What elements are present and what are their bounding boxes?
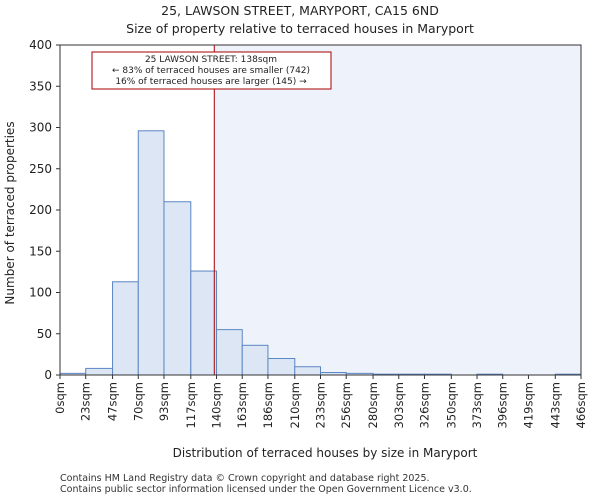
annotation-line3: 16% of terraced houses are larger (145) … <box>115 77 307 87</box>
x-tick-label: 186sqm <box>261 382 275 428</box>
x-tick-label: 373sqm <box>470 382 484 428</box>
y-tick-label: 0 <box>44 368 52 382</box>
x-tick-label: 466sqm <box>574 382 588 428</box>
bar-210sqm <box>294 366 321 376</box>
annotation-line1: 25 LAWSON STREET: 138sqm <box>145 55 277 65</box>
y-axis: 0 50 100 150 200 250 300 350 400 <box>29 38 60 382</box>
x-tick-label: 326sqm <box>417 382 431 428</box>
y-tick-label: 400 <box>29 38 52 52</box>
x-tick-label: 280sqm <box>366 382 380 428</box>
y-tick-label: 100 <box>29 286 52 300</box>
x-tick-label: 163sqm <box>235 382 249 428</box>
x-axis: 0sqm 23sqm 47sqm 70sqm 93sqm 117sqm 140sqm 163s… <box>53 375 588 428</box>
bar-70sqm <box>137 130 165 376</box>
x-tick-label: 140sqm <box>210 382 224 428</box>
x-tick-label: 350sqm <box>444 382 458 428</box>
bar-47sqm <box>112 281 139 376</box>
x-tick-label: 0sqm <box>53 382 67 414</box>
bar-117sqm <box>190 270 218 376</box>
x-tick-label: 303sqm <box>392 382 406 428</box>
x-tick-label: 256sqm <box>339 382 353 428</box>
chart-svg: 25, LAWSON STREET, MARYPORT, CA15 6ND Si… <box>3 3 588 460</box>
y-tick-label: 250 <box>29 162 52 176</box>
x-tick-label: 419sqm <box>521 382 535 428</box>
footer-line2: Contains public sector information licen… <box>60 484 472 495</box>
x-tick-label: 23sqm <box>79 382 93 421</box>
annotation-box: 25 LAWSON STREET: 138sqm ← 83% of terrac… <box>91 51 332 90</box>
y-tick-label: 50 <box>37 327 52 341</box>
y-tick-label: 150 <box>29 244 52 258</box>
x-tick-label: 233sqm <box>314 382 328 428</box>
bar-23sqm <box>85 367 114 376</box>
annotation-frame <box>91 51 332 90</box>
bar-186sqm <box>267 358 296 376</box>
footer-line1: Contains HM Land Registry data © Crown c… <box>60 473 430 484</box>
y-tick-label: 350 <box>29 79 52 93</box>
y-axis-label: Number of terraced properties <box>3 121 17 304</box>
x-tick-label: 117sqm <box>184 382 198 428</box>
highlight-region <box>214 45 582 375</box>
chart-title-line1: 25, LAWSON STREET, MARYPORT, CA15 6ND <box>161 3 439 18</box>
bar-93sqm <box>163 201 192 376</box>
bars-layer <box>59 130 582 376</box>
x-tick-label: 443sqm <box>548 382 562 428</box>
x-tick-label: 210sqm <box>288 382 302 428</box>
x-tick-label: 70sqm <box>131 382 145 421</box>
x-axis-label: Distribution of terraced houses by size … <box>173 446 478 460</box>
annotation-line2: ← 83% of terraced houses are smaller (74… <box>112 66 310 76</box>
x-tick-label: 93sqm <box>157 382 171 421</box>
x-tick-label: 396sqm <box>496 382 510 428</box>
bar-163sqm <box>241 344 269 376</box>
x-tick-label: 47sqm <box>106 382 120 421</box>
bar-140sqm <box>216 329 243 376</box>
chart-title-line2: Size of property relative to terraced ho… <box>126 21 474 36</box>
y-tick-label: 300 <box>29 121 52 135</box>
y-tick-label: 200 <box>29 203 52 217</box>
